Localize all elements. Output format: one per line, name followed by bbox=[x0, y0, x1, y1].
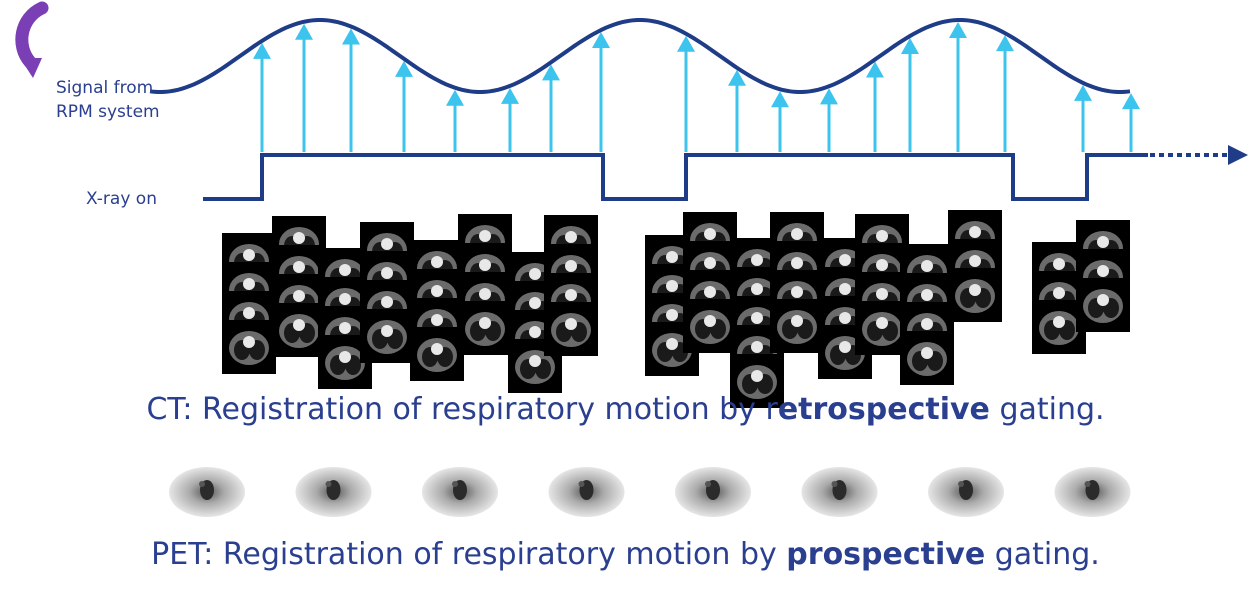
signal-label: Signal from RPM system bbox=[56, 76, 160, 124]
sampling-arrow bbox=[501, 87, 519, 152]
sampling-arrow bbox=[728, 69, 746, 152]
ct-slice-stacks bbox=[222, 210, 1130, 408]
pet-image bbox=[801, 467, 878, 517]
ct-slice-stack bbox=[272, 216, 326, 357]
pet-caption-bold: prospective bbox=[786, 537, 986, 572]
pet-image bbox=[548, 467, 625, 517]
sampling-arrow bbox=[677, 35, 695, 152]
xray-label: X-ray on bbox=[86, 189, 157, 209]
pet-caption-suffix: gating. bbox=[985, 537, 1100, 572]
ct-slice-stack bbox=[900, 244, 954, 385]
ct-slice-stack bbox=[948, 210, 1002, 322]
ct-slice bbox=[272, 303, 326, 357]
ct-slice bbox=[948, 268, 1002, 322]
ct-slice-stack bbox=[1076, 220, 1130, 332]
pet-caption: PET: Registration of respiratory motion … bbox=[0, 537, 1251, 572]
sampling-arrow bbox=[820, 88, 838, 152]
ct-slice-stack bbox=[683, 212, 737, 353]
ct-slice bbox=[1076, 278, 1130, 332]
sampling-arrow bbox=[866, 61, 884, 152]
respiratory-signal-curve bbox=[149, 18, 1131, 94]
pet-image bbox=[422, 467, 498, 517]
ct-slice bbox=[222, 320, 276, 374]
sampling-arrow bbox=[295, 23, 313, 152]
sampling-arrow bbox=[1122, 93, 1140, 152]
sampling-arrow bbox=[901, 37, 919, 152]
sampling-arrow bbox=[342, 28, 360, 152]
sampling-arrows bbox=[253, 22, 1140, 152]
pet-image-row bbox=[169, 467, 1131, 517]
sampling-arrow bbox=[996, 35, 1014, 152]
xray-gating-wave bbox=[203, 153, 1148, 201]
ct-slice bbox=[683, 299, 737, 353]
ct-caption-suffix: gating. bbox=[989, 392, 1105, 427]
ct-caption: CT: Registration of respiratory motion b… bbox=[0, 392, 1251, 427]
sampling-arrow bbox=[446, 89, 464, 152]
ct-slice-stack bbox=[544, 215, 598, 356]
ct-caption-prefix: CT: Registration of respiratory motion b… bbox=[146, 392, 778, 427]
sampling-arrow bbox=[395, 60, 413, 152]
ct-slice-stack bbox=[645, 235, 699, 376]
ct-slice bbox=[730, 354, 784, 408]
sampling-arrow bbox=[253, 42, 271, 152]
ct-slice bbox=[770, 299, 824, 353]
signal-label-line1: Signal from bbox=[56, 78, 154, 98]
sampling-arrow bbox=[771, 91, 789, 152]
ct-slice bbox=[544, 302, 598, 356]
ct-slice-stack bbox=[458, 214, 512, 355]
pet-image bbox=[928, 467, 1004, 517]
ct-slice-stack bbox=[222, 233, 276, 374]
sampling-arrow bbox=[949, 22, 967, 152]
ct-caption-bold: etrospective bbox=[777, 392, 990, 427]
signal-label-line2: RPM system bbox=[56, 102, 160, 122]
pet-image bbox=[295, 467, 372, 517]
pet-image bbox=[1054, 467, 1131, 517]
ct-slice-stack bbox=[360, 222, 414, 363]
ct-slice-stack bbox=[770, 212, 824, 353]
ct-slice bbox=[360, 309, 414, 363]
curved-arrow-icon bbox=[15, 1, 49, 78]
timeline-arrowhead-icon bbox=[1228, 145, 1248, 165]
pet-image bbox=[169, 467, 245, 517]
sampling-arrow bbox=[542, 64, 560, 152]
ct-slice bbox=[900, 331, 954, 385]
pet-caption-prefix: PET: Registration of respiratory motion … bbox=[151, 537, 787, 572]
ct-slice bbox=[508, 339, 562, 393]
ct-slice bbox=[458, 301, 512, 355]
sampling-arrow bbox=[592, 32, 610, 152]
ct-slice-stack bbox=[410, 240, 464, 381]
ct-slice-stack bbox=[730, 238, 784, 408]
ct-slice bbox=[410, 327, 464, 381]
sampling-arrow bbox=[1074, 84, 1092, 152]
pet-image bbox=[675, 467, 751, 517]
